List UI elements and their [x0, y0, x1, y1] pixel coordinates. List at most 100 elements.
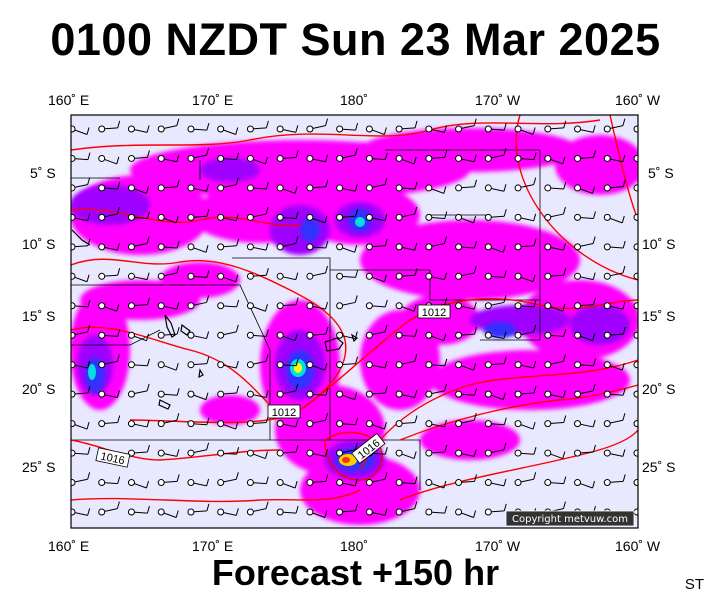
- wind-barb-feather: [325, 118, 329, 126]
- wind-station-marker: [127, 331, 135, 339]
- wind-barb-feather: [176, 301, 180, 310]
- wind-station-marker: [306, 213, 314, 221]
- wind-barb-feather: [295, 150, 299, 158]
- lat-label-right-25s: 25˚ S: [642, 459, 676, 475]
- wind-barb-feather: [146, 419, 150, 428]
- wind-station-marker: [633, 420, 638, 428]
- wind-barb-feather: [653, 357, 655, 364]
- wind-barb-feather: [533, 447, 537, 455]
- wind-barb-feather: [295, 419, 299, 428]
- wind-barb-feather: [325, 265, 329, 274]
- wind-barb-feather: [175, 510, 179, 518]
- wind-barb-feather: [324, 215, 328, 223]
- wind-barb-feather: [355, 122, 359, 131]
- wind-barb-feather: [563, 181, 567, 190]
- wind-barb-feather: [592, 333, 596, 341]
- wind-station-marker: [306, 479, 314, 487]
- wind-barb-feather: [116, 390, 120, 398]
- wind-barb-feather: [443, 186, 447, 194]
- wind-barb-feather: [206, 295, 210, 303]
- wind-barb-feather: [653, 479, 655, 486]
- wind-barb-feather: [563, 329, 567, 337]
- wind-barb-feather: [235, 127, 239, 135]
- wind-barb-feather: [444, 505, 448, 514]
- wind-station-marker: [455, 125, 463, 133]
- wind-barb-feather: [473, 118, 477, 126]
- wind-barb-feather: [384, 177, 388, 185]
- wind-station-marker: [71, 331, 76, 339]
- wind-station-marker: [365, 125, 373, 133]
- wind-barb-feather: [414, 243, 418, 251]
- wind-station-marker: [544, 243, 552, 251]
- wind-station-marker: [484, 361, 492, 369]
- wind-barb-feather: [87, 360, 91, 369]
- wind-station-marker: [395, 508, 403, 516]
- wind-barb-shaft: [636, 423, 638, 425]
- wind-barb-feather: [354, 442, 358, 450]
- isobar-lines: [71, 115, 638, 503]
- wind-station-marker: [71, 390, 76, 398]
- wind-barb-feather: [117, 476, 121, 484]
- wind-station-marker: [306, 390, 314, 398]
- wind-barb-feather: [533, 324, 537, 333]
- wind-station-marker: [246, 479, 254, 487]
- wind-station-marker: [217, 361, 225, 369]
- wind-barb-feather: [473, 413, 477, 421]
- wind-barb-feather: [325, 240, 329, 249]
- wind-station-marker: [98, 184, 106, 192]
- wind-station-marker: [217, 508, 225, 516]
- wind-station-marker: [306, 361, 314, 369]
- wind-station-marker: [127, 302, 135, 310]
- wind-station-marker: [276, 302, 284, 310]
- wind-station-marker: [455, 154, 463, 162]
- wind-barb-shaft: [636, 305, 638, 307]
- wind-barb-feather: [235, 508, 239, 516]
- wind-station-marker: [514, 361, 522, 369]
- wind-barb-feather: [295, 211, 299, 219]
- wind-barb-feather: [652, 393, 654, 400]
- wind-station-marker: [425, 449, 433, 457]
- wind-station-marker: [127, 272, 135, 280]
- wind-station-marker: [276, 420, 284, 428]
- wind-barb-feather: [414, 206, 418, 215]
- wind-station-marker: [574, 302, 582, 310]
- wind-station-marker: [336, 302, 344, 310]
- wind-barb-feather: [413, 451, 417, 459]
- wind-barb-feather: [533, 299, 537, 308]
- lon-label-bottom-160w: 160˚ W: [615, 538, 661, 554]
- wind-station-marker: [544, 331, 552, 339]
- wind-barb-shaft: [636, 187, 638, 189]
- wind-barb-feather: [622, 449, 626, 457]
- wind-station-marker: [336, 449, 344, 457]
- wind-barb-feather: [444, 150, 448, 158]
- wind-barb-feather: [175, 363, 179, 371]
- wind-station-marker: [365, 184, 373, 192]
- wind-station-marker: [217, 449, 225, 457]
- wind-station-marker: [425, 508, 433, 516]
- wind-barb-feather: [532, 127, 536, 135]
- wind-station-marker: [217, 213, 225, 221]
- wind-barb-feather: [117, 415, 121, 423]
- svg-text:1016: 1016: [99, 451, 125, 468]
- wind-station-marker: [306, 420, 314, 428]
- wind-station-marker: [455, 272, 463, 280]
- wind-station-marker: [365, 390, 373, 398]
- wind-barb-feather: [653, 209, 655, 216]
- wind-barb-feather: [503, 331, 507, 339]
- wind-barb-feather: [264, 304, 268, 312]
- wind-barb-feather: [206, 417, 210, 425]
- wind-barb-feather: [503, 356, 507, 364]
- wind-station-marker: [455, 449, 463, 457]
- wind-barb-feather: [265, 501, 269, 509]
- wind-station-marker: [336, 184, 344, 192]
- wind-station-marker: [127, 154, 135, 162]
- wind-barb-feather: [355, 209, 359, 217]
- wind-barb-feather: [236, 385, 240, 394]
- lon-label-top-170e: 170˚ E: [192, 92, 234, 108]
- wind-barb-feather: [502, 392, 506, 400]
- wind-station-marker: [276, 449, 284, 457]
- wind-barb-feather: [325, 474, 329, 482]
- wind-barb-feather: [355, 356, 359, 364]
- wind-station-marker: [514, 184, 522, 192]
- wind-barb-feather: [324, 363, 328, 371]
